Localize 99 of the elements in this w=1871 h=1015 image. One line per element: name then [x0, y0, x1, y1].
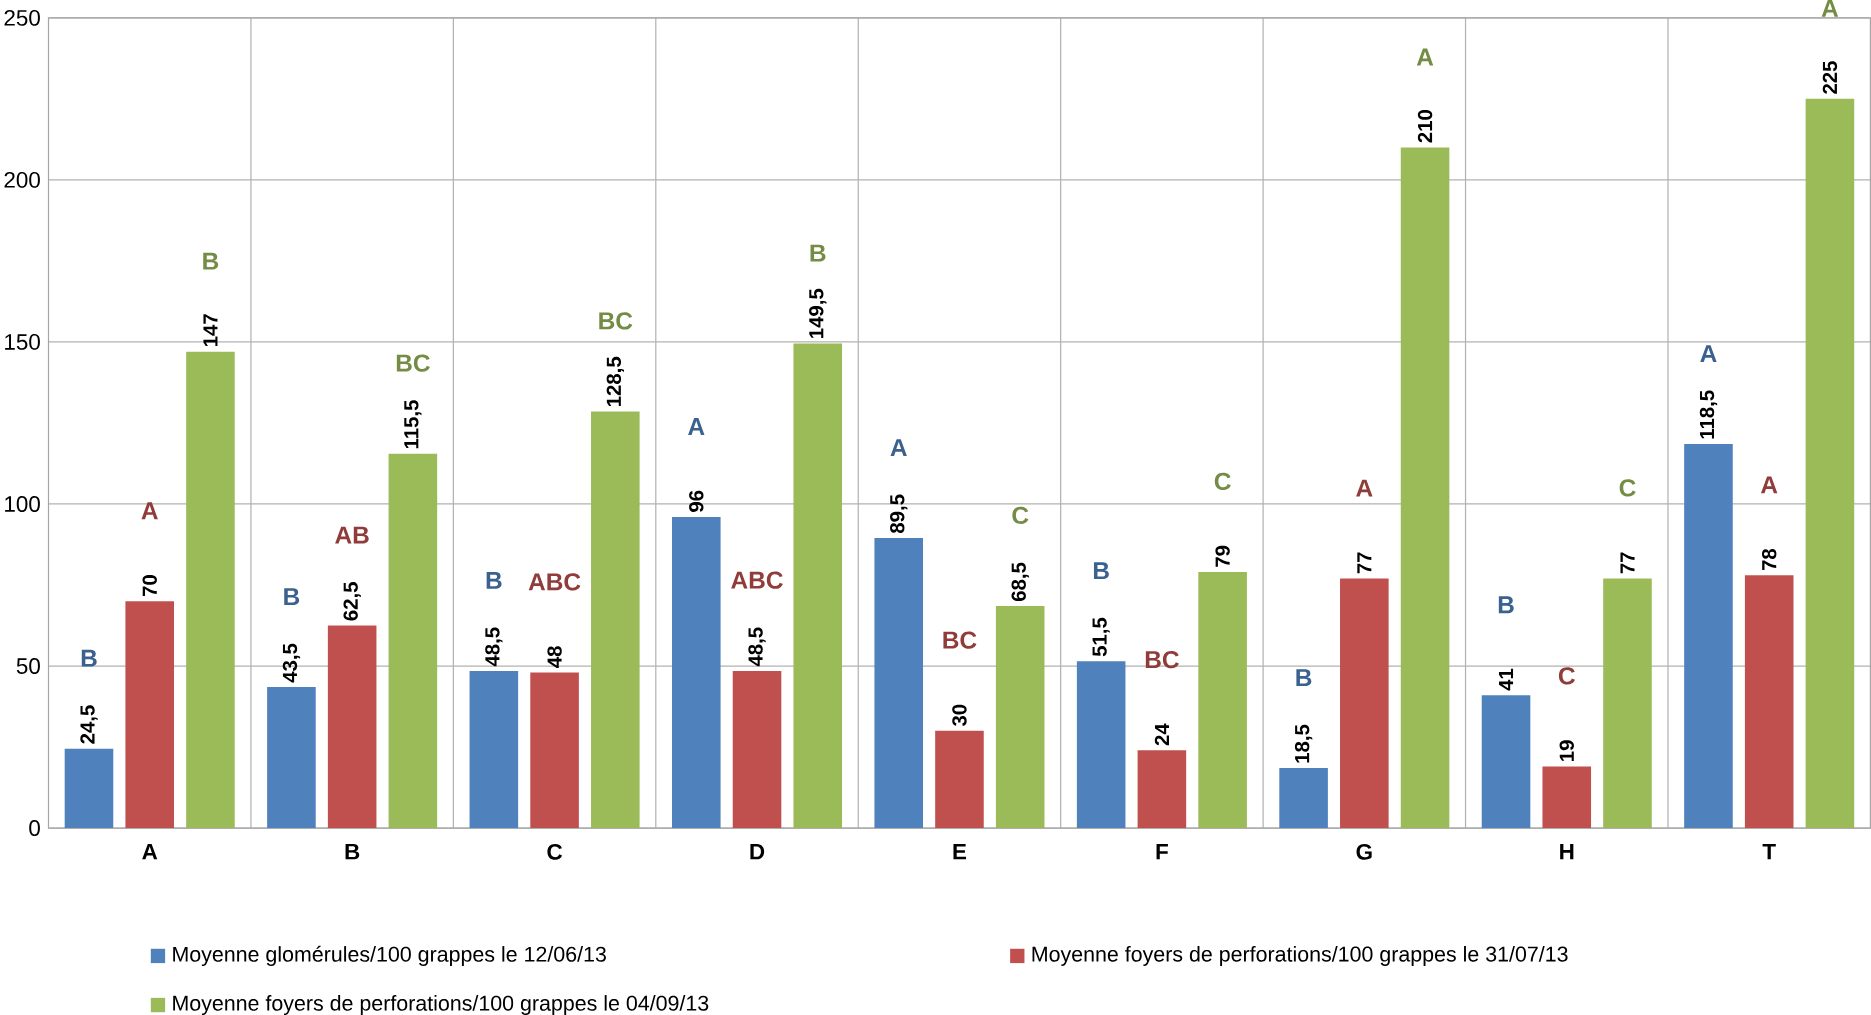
- x-tick-label: H: [1560, 843, 1574, 860]
- data-label: 43,5: [282, 643, 301, 683]
- y-tick-label: 100: [5, 496, 40, 512]
- annotation: BC: [396, 354, 430, 372]
- bar: [1542, 766, 1592, 829]
- bar: [874, 538, 924, 829]
- bar: [1805, 98, 1855, 829]
- bar: [267, 687, 316, 829]
- data-label: 118,5: [1699, 390, 1718, 439]
- data-label: 48,5: [485, 627, 503, 667]
- x-tick-label: B: [345, 843, 360, 860]
- data-label: 225: [1822, 61, 1838, 94]
- data-label: 77: [1357, 552, 1372, 574]
- bar: [327, 625, 377, 829]
- bar: [1076, 661, 1126, 829]
- legend-label: Moyenne foyers de perforations/100 grappes le 04/09/13: [173, 995, 709, 1015]
- y-tick-label: 200: [4, 171, 40, 188]
- bar: [125, 601, 175, 829]
- data-label: 48: [547, 646, 562, 668]
- bar: [530, 672, 579, 829]
- data-label: 70: [142, 575, 157, 597]
- bar: [935, 730, 984, 829]
- data-label: 48,5: [748, 627, 766, 667]
- annotation: A: [1416, 48, 1434, 66]
- data-label: 149,5: [809, 288, 827, 338]
- legend-label: Moyenne foyers de perforations/100 grappes le 31/07/13: [1032, 945, 1568, 966]
- data-label: 210: [1417, 110, 1433, 143]
- annotation: C: [1558, 667, 1575, 685]
- bar: [672, 516, 721, 829]
- annotation: A: [1700, 345, 1717, 362]
- x-tick-label: E: [953, 843, 967, 860]
- data-label: 18,5: [1294, 724, 1313, 763]
- annotation: A: [141, 502, 158, 520]
- annotation: ABC: [528, 573, 581, 591]
- x-tick-label: D: [750, 843, 765, 860]
- text: A: [1821, 0, 1839, 17]
- data-label: 96: [689, 490, 704, 512]
- x-tick-label: A: [142, 843, 158, 860]
- bar: [1481, 695, 1531, 829]
- bar: [1340, 578, 1389, 829]
- bar: [1684, 444, 1733, 829]
- bar: [793, 343, 843, 829]
- bar: [1744, 575, 1794, 829]
- annotation: C: [1012, 506, 1029, 525]
- annotation: AB: [335, 526, 369, 544]
- data-label: 62,5: [343, 582, 361, 621]
- annotation: C: [1214, 472, 1231, 490]
- data-label: 147: [203, 314, 218, 347]
- annotation: B: [203, 252, 219, 270]
- y-tick-label: 0: [29, 820, 40, 837]
- data-label: 68,5: [1011, 562, 1029, 602]
- bar: [64, 748, 114, 829]
- y-tick-label: 50: [16, 658, 40, 674]
- data-label: 24,5: [80, 705, 98, 744]
- bar: [1198, 572, 1247, 829]
- data-label: 77: [1620, 552, 1635, 574]
- annotation: A: [688, 418, 705, 435]
- data-label: 30: [952, 704, 967, 727]
- data-label: 41: [1499, 668, 1514, 691]
- annotation: A: [1356, 479, 1373, 497]
- y-tick-label: 250: [4, 9, 40, 26]
- x-tick-label: C: [547, 843, 563, 860]
- data-label: 51,5: [1092, 617, 1110, 657]
- annotation: B: [1093, 562, 1109, 580]
- bar: [1400, 147, 1450, 829]
- annotation: B: [486, 572, 502, 589]
- data-label: 89,5: [890, 494, 908, 534]
- annotation: A: [1760, 476, 1778, 494]
- bar: [469, 670, 519, 829]
- bar: [732, 670, 782, 829]
- annotation: BC: [943, 631, 977, 649]
- y-tick-label: 150: [5, 333, 40, 350]
- x-tick-label: T: [1762, 843, 1776, 860]
- annotation: B: [284, 588, 300, 606]
- annotation: B: [1498, 596, 1514, 614]
- annotation: B: [1296, 669, 1312, 687]
- data-label: 78: [1761, 548, 1777, 571]
- annotation: B: [810, 244, 826, 262]
- data-label: 79: [1215, 545, 1230, 567]
- annotation: C: [1619, 479, 1636, 497]
- annotation: B: [81, 649, 97, 667]
- bar: [186, 351, 235, 829]
- data-label: 24: [1154, 723, 1170, 746]
- data-label: 19: [1559, 740, 1574, 761]
- annotation: ABC: [731, 571, 783, 589]
- bar: [1137, 750, 1187, 829]
- annotation: A: [890, 439, 907, 456]
- data-label: 115,5: [404, 400, 422, 449]
- bar: [1279, 768, 1328, 829]
- bar: [388, 453, 438, 829]
- data-label: 128,5: [606, 356, 624, 407]
- annotation: BC: [1145, 650, 1179, 669]
- annotation: BC: [599, 312, 633, 330]
- x-tick-label: F: [1156, 843, 1168, 860]
- bar: [1603, 578, 1652, 829]
- legend-label: Moyenne glomérules/100 grappes le 12/06/13: [173, 945, 606, 967]
- bar: [995, 606, 1045, 829]
- bar: [591, 411, 640, 829]
- x-tick-label: G: [1356, 843, 1372, 860]
